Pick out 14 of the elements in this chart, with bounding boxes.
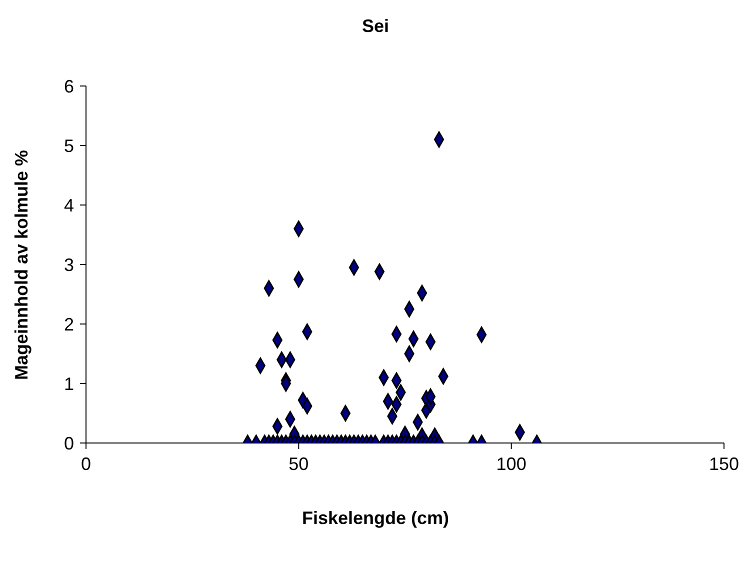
y-axis-title: Mageinnhold av kolmule % <box>12 150 32 380</box>
x-tick-label: 50 <box>288 454 309 474</box>
y-tick-label: 1 <box>64 374 74 394</box>
y-tick-label: 2 <box>64 314 74 334</box>
chart-title: Sei <box>360 16 390 37</box>
y-tick-label: 4 <box>64 195 74 216</box>
y-tick-label: 0 <box>64 433 74 454</box>
y-tick-label: 3 <box>64 254 74 275</box>
x-tick-label: 150 <box>708 454 740 474</box>
x-axis-title: Fiskelengde (cm) <box>300 508 450 529</box>
x-tick-label: 100 <box>496 454 526 474</box>
y-tick-label: 5 <box>64 136 74 156</box>
y-tick-label: 6 <box>64 76 74 96</box>
x-tick-label: 0 <box>80 454 92 474</box>
